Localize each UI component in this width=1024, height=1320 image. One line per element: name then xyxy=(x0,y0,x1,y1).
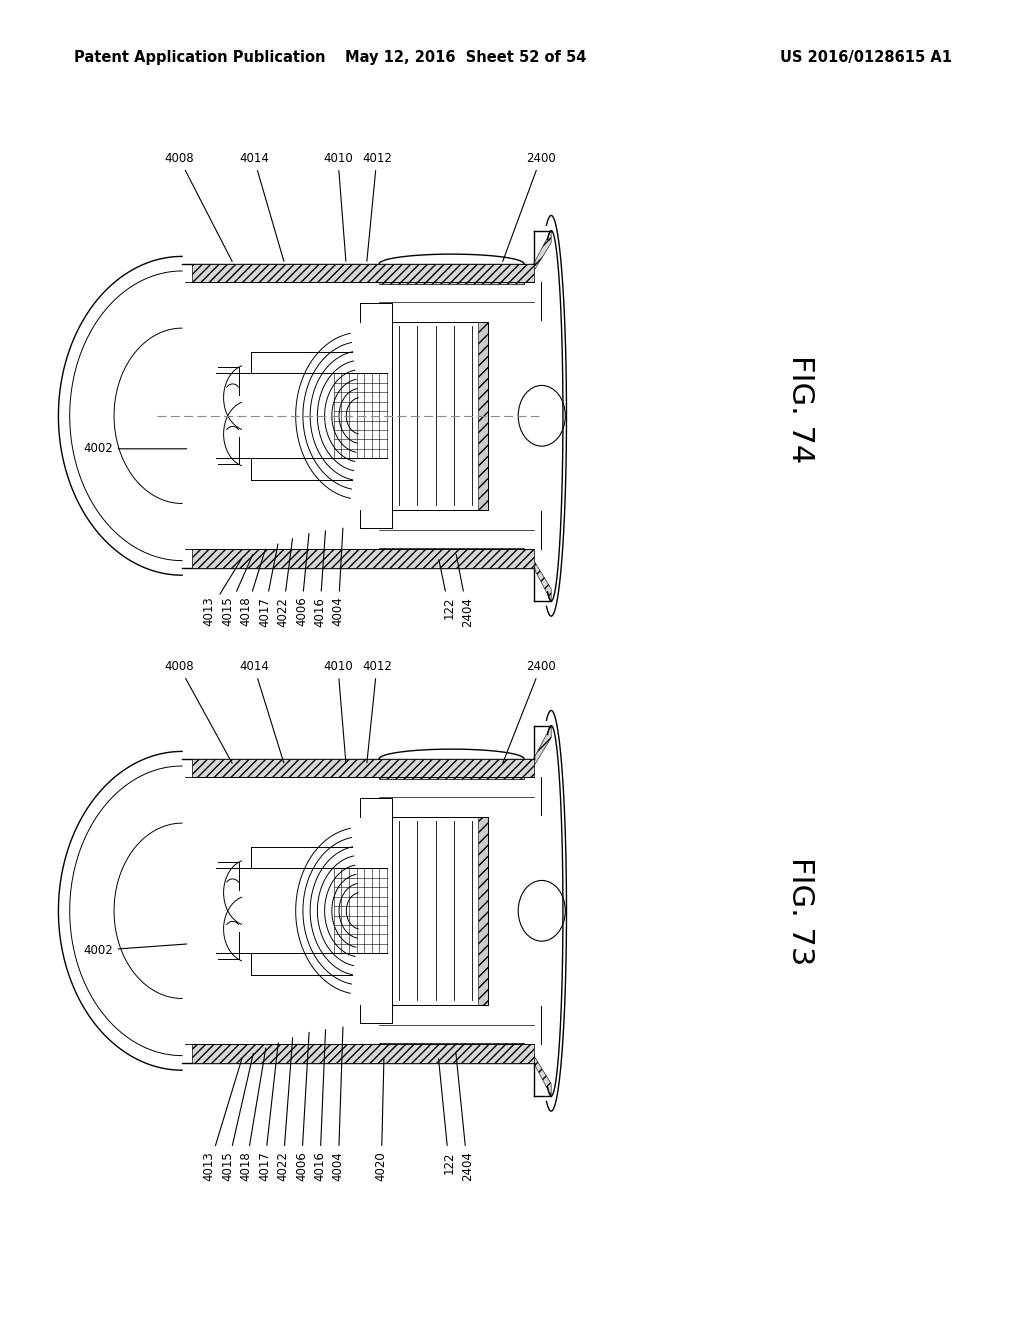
Text: 4012: 4012 xyxy=(361,660,392,763)
Polygon shape xyxy=(191,549,534,568)
Polygon shape xyxy=(534,726,551,767)
Polygon shape xyxy=(379,548,524,568)
Text: 4006: 4006 xyxy=(295,533,309,627)
Polygon shape xyxy=(534,1055,551,1096)
Text: 4008: 4008 xyxy=(165,660,232,763)
Text: 4015: 4015 xyxy=(221,554,253,627)
Text: 4015: 4015 xyxy=(221,1053,253,1181)
Text: FIG. 73: FIG. 73 xyxy=(786,857,815,965)
Text: 4002: 4002 xyxy=(83,944,186,957)
Polygon shape xyxy=(379,759,524,779)
Text: 4017: 4017 xyxy=(258,544,278,627)
Polygon shape xyxy=(477,817,488,1005)
Polygon shape xyxy=(379,264,524,284)
Text: 4017: 4017 xyxy=(258,1043,279,1181)
Text: 4010: 4010 xyxy=(323,152,353,261)
Text: 4016: 4016 xyxy=(313,1030,327,1181)
Text: 4004: 4004 xyxy=(332,528,345,627)
Text: 2400: 2400 xyxy=(503,660,556,763)
Text: 4020: 4020 xyxy=(375,1059,388,1181)
Polygon shape xyxy=(191,264,534,282)
Text: 122: 122 xyxy=(439,560,456,619)
Text: 4002: 4002 xyxy=(83,442,186,455)
Text: 4022: 4022 xyxy=(276,539,293,627)
Text: 4013: 4013 xyxy=(203,560,242,627)
Text: Patent Application Publication: Patent Application Publication xyxy=(74,50,326,65)
Text: 4006: 4006 xyxy=(295,1032,309,1181)
Polygon shape xyxy=(534,560,551,601)
Text: 2404: 2404 xyxy=(457,554,474,627)
Text: US 2016/0128615 A1: US 2016/0128615 A1 xyxy=(780,50,952,65)
Text: 4014: 4014 xyxy=(239,660,284,763)
Text: 2400: 2400 xyxy=(503,152,556,261)
Text: 4013: 4013 xyxy=(203,1059,242,1181)
Text: 4018: 4018 xyxy=(240,1048,266,1181)
Polygon shape xyxy=(477,322,488,510)
Text: 4008: 4008 xyxy=(165,152,232,261)
Text: 2404: 2404 xyxy=(456,1053,474,1181)
Text: 4004: 4004 xyxy=(332,1027,345,1181)
Text: 4010: 4010 xyxy=(323,660,353,763)
Text: FIG. 74: FIG. 74 xyxy=(786,355,815,463)
Polygon shape xyxy=(379,1043,524,1063)
Polygon shape xyxy=(191,759,534,777)
Polygon shape xyxy=(191,1044,534,1063)
Text: 4014: 4014 xyxy=(239,152,284,261)
Text: 122: 122 xyxy=(438,1059,456,1173)
Polygon shape xyxy=(534,231,551,272)
Text: 4022: 4022 xyxy=(276,1038,293,1181)
Text: 4018: 4018 xyxy=(240,549,265,627)
Text: 4016: 4016 xyxy=(313,531,327,627)
Text: May 12, 2016  Sheet 52 of 54: May 12, 2016 Sheet 52 of 54 xyxy=(345,50,587,65)
Text: 4012: 4012 xyxy=(361,152,392,261)
